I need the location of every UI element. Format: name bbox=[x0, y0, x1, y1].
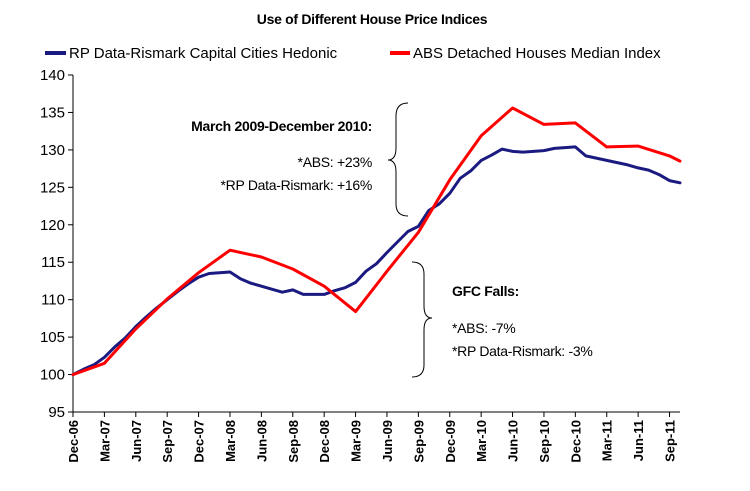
x-tick-label: Sep-10 bbox=[537, 420, 552, 463]
x-tick-label: Mar-09 bbox=[349, 420, 364, 462]
annotation-rp-fall: *RP Data-Rismark: -3% bbox=[452, 343, 592, 359]
x-axis: Dec-06 Mar-07 Jun-07 Sep-07 Dec-07 Mar-08 Jun-… bbox=[66, 411, 680, 463]
y-tick-label: 115 bbox=[41, 254, 65, 271]
x-tick-label: Jun-08 bbox=[254, 420, 269, 462]
x-tick-label: Jun-07 bbox=[129, 420, 144, 462]
series-line-rp-data-rismark bbox=[71, 145, 682, 377]
x-tick-label: Dec-10 bbox=[568, 420, 583, 463]
y-tick-label: 120 bbox=[40, 217, 65, 234]
y-tick-label: 140 bbox=[40, 67, 65, 84]
y-tick-label: 135 bbox=[40, 104, 65, 121]
y-tick-label: 100 bbox=[40, 367, 65, 384]
x-tick-label: Sep-09 bbox=[411, 420, 426, 463]
annotation-rp-change: *RP Data-Rismark: +16% bbox=[221, 177, 372, 193]
y-axis: 95 100 105 110 115 120 125 130 135 140 bbox=[40, 67, 74, 421]
x-tick-label: Mar-10 bbox=[474, 420, 489, 462]
brace-gfc bbox=[411, 261, 433, 378]
annotation-title-mar09-dec10: March 2009-December 2010: bbox=[191, 118, 372, 134]
annotation-gfc: GFC Falls: *ABS: -7% *RP Data-Rismark: -… bbox=[411, 261, 593, 378]
legend-label-abs: ABS Detached Houses Median Index bbox=[413, 45, 661, 62]
x-tick-label: Sep-11 bbox=[663, 420, 678, 462]
x-tick-label: Dec-07 bbox=[192, 420, 207, 463]
annotation-mar09-dec10: March 2009-December 2010: *ABS: +23% *RP… bbox=[191, 102, 409, 217]
y-tick-label: 130 bbox=[40, 142, 65, 159]
y-tick-label: 105 bbox=[40, 329, 65, 346]
x-tick-label: Sep-07 bbox=[160, 420, 175, 463]
series-line-abs bbox=[71, 106, 682, 377]
annotation-title-gfc: GFC Falls: bbox=[452, 283, 519, 299]
annotation-abs-change: *ABS: +23% bbox=[298, 154, 372, 170]
y-tick-label: 125 bbox=[40, 179, 65, 196]
legend-label-rp: RP Data-Rismark Capital Cities Hedonic bbox=[69, 45, 338, 62]
chart-title: Use of Different House Price Indices bbox=[257, 11, 488, 27]
x-tick-label: Dec-09 bbox=[443, 420, 458, 463]
legend: RP Data-Rismark Capital Cities Hedonic A… bbox=[45, 45, 661, 62]
x-tick-label: Dec-08 bbox=[317, 420, 332, 463]
x-tick-label: Jun-11 bbox=[631, 420, 646, 461]
x-tick-label: Mar-08 bbox=[223, 420, 238, 462]
brace-mar09-dec10 bbox=[387, 102, 409, 217]
y-tick-label: 95 bbox=[48, 404, 65, 421]
x-tick-label: Mar-11 bbox=[600, 420, 615, 461]
x-tick-label: Sep-08 bbox=[286, 420, 301, 463]
x-tick-label: Jun-10 bbox=[506, 420, 521, 462]
x-tick-label: Dec-06 bbox=[66, 420, 81, 463]
plot-lines bbox=[71, 106, 682, 377]
annotation-abs-fall: *ABS: -7% bbox=[452, 320, 515, 336]
y-tick-label: 110 bbox=[41, 292, 65, 309]
x-tick-label: Mar-07 bbox=[97, 420, 112, 462]
x-tick-label: Jun-09 bbox=[380, 420, 395, 462]
